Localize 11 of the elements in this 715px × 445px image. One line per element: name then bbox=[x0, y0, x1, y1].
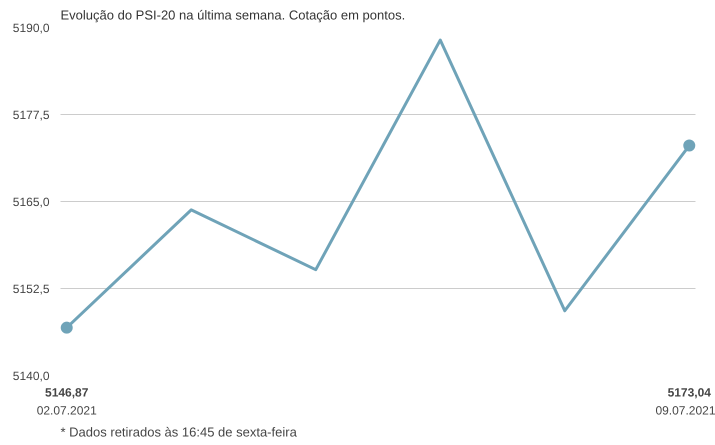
x-tick-label: 09.07.2021 bbox=[655, 404, 715, 418]
x-tick-label: 02.07.2021 bbox=[36, 404, 98, 418]
text: * Dados retirados às 16:45 de sexta-feira bbox=[60, 424, 298, 440]
data-label: 5146,87 bbox=[45, 386, 89, 400]
y-tick-label: 5177,5 bbox=[12, 108, 50, 122]
chart-title: Evolução do PSI-20 na última semana. Cotação em pontos. bbox=[60, 8, 406, 22]
y-tick-label: 5190,0 bbox=[12, 21, 50, 35]
y-tick-label: 5140,0 bbox=[12, 369, 50, 383]
y-tick-label: 5165,0 bbox=[12, 195, 50, 209]
y-tick-label: 5152,5 bbox=[12, 282, 50, 296]
data-label: 5173,04 bbox=[668, 386, 712, 400]
